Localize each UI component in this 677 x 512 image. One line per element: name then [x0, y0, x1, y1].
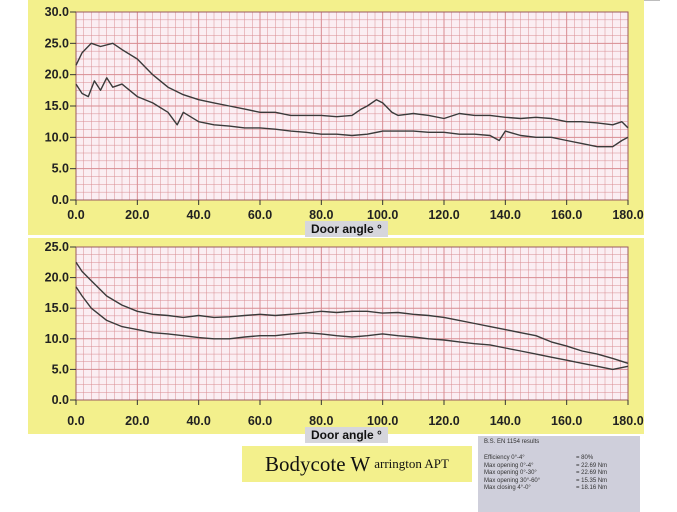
- x-tick-label: 100.0: [367, 414, 398, 428]
- y-tick-label: 0.0: [52, 193, 69, 207]
- result-label: Max opening 0°-30°: [484, 470, 537, 477]
- result-label: Max opening 0°-4°: [484, 462, 534, 469]
- x-tick-label: 0.0: [67, 208, 84, 222]
- plot-frame: [75, 246, 629, 401]
- y-tick-label: 10.0: [45, 130, 69, 144]
- x-tick-label: 20.0: [125, 414, 149, 428]
- series-line-2: [75, 286, 629, 371]
- results-row: Efficiency 0°-4° = 80%: [484, 455, 634, 463]
- x-tick-label: 80.0: [309, 414, 333, 428]
- x-tick-label: 180.0: [612, 208, 643, 222]
- x-tick-label: 120.0: [428, 208, 459, 222]
- y-tick-label: 5.0: [52, 162, 69, 176]
- y-tick-label: 15.0: [45, 99, 69, 113]
- x-tick-label: 80.0: [309, 208, 333, 222]
- y-tick-label: 30.0: [45, 5, 69, 19]
- y-tick-label: 25.0: [45, 36, 69, 50]
- x-tick-label: 180.0: [612, 414, 643, 428]
- result-label: Max opening 30°-60°: [484, 477, 541, 484]
- y-tick-label: 15.0: [45, 301, 69, 315]
- y-tick-label: 20.0: [45, 68, 69, 82]
- brand-main: Bodycote W: [265, 451, 371, 476]
- x-tick-label: 100.0: [367, 208, 398, 222]
- x-tick-label: 160.0: [551, 414, 582, 428]
- x-tick-label: 0.0: [67, 414, 84, 428]
- y-tick-label: 25.0: [45, 240, 69, 254]
- series-line-2: [75, 77, 629, 148]
- result-value: = 18.16 Nm: [576, 485, 608, 492]
- result-value: = 22.69 Nm: [576, 470, 608, 477]
- x-tick-label: 40.0: [186, 208, 210, 222]
- y-tick-label: 10.0: [45, 332, 69, 346]
- x-tick-label: 160.0: [551, 208, 582, 222]
- results-row: Max opening 0°-4° = 22.69 Nm: [484, 463, 634, 471]
- results-row: Max opening 30°-60° = 15.35 Nm: [484, 478, 634, 486]
- x-tick-label: 60.0: [248, 414, 272, 428]
- x-tick-label: 40.0: [186, 414, 210, 428]
- result-value: = 80%: [576, 455, 594, 461]
- x-tick-label: 60.0: [248, 208, 272, 222]
- x-tick-label: 20.0: [125, 208, 149, 222]
- x-axis-label-top: Door angle °: [305, 221, 388, 237]
- x-tick-label: 120.0: [428, 414, 459, 428]
- results-row: Max opening 0°-30° = 22.69 Nm: [484, 470, 634, 478]
- x-tick-label: 140.0: [490, 208, 521, 222]
- brand-rest: arrington APT: [374, 456, 449, 471]
- series-line-1: [75, 42, 629, 129]
- result-label: Max closing 4°-0°: [484, 485, 531, 492]
- result-value: = 15.35 Nm: [576, 477, 608, 484]
- result-label: Efficiency 0°-4°: [484, 455, 525, 461]
- results-row: Max closing 4°-0° = 18.16 Nm: [484, 485, 634, 493]
- results-title: B.S. EN 1154 results: [484, 439, 540, 445]
- x-axis-label-bottom: Door angle °: [305, 427, 388, 443]
- y-tick-label: 5.0: [52, 362, 69, 376]
- series-line-1: [75, 261, 629, 364]
- y-tick-label: 20.0: [45, 271, 69, 285]
- results-box: B.S. EN 1154 results Efficiency 0°-4° = 8…: [478, 436, 640, 512]
- y-tick-label: 0.0: [52, 393, 69, 407]
- x-tick-label: 140.0: [490, 414, 521, 428]
- result-value: = 22.69 Nm: [576, 462, 608, 469]
